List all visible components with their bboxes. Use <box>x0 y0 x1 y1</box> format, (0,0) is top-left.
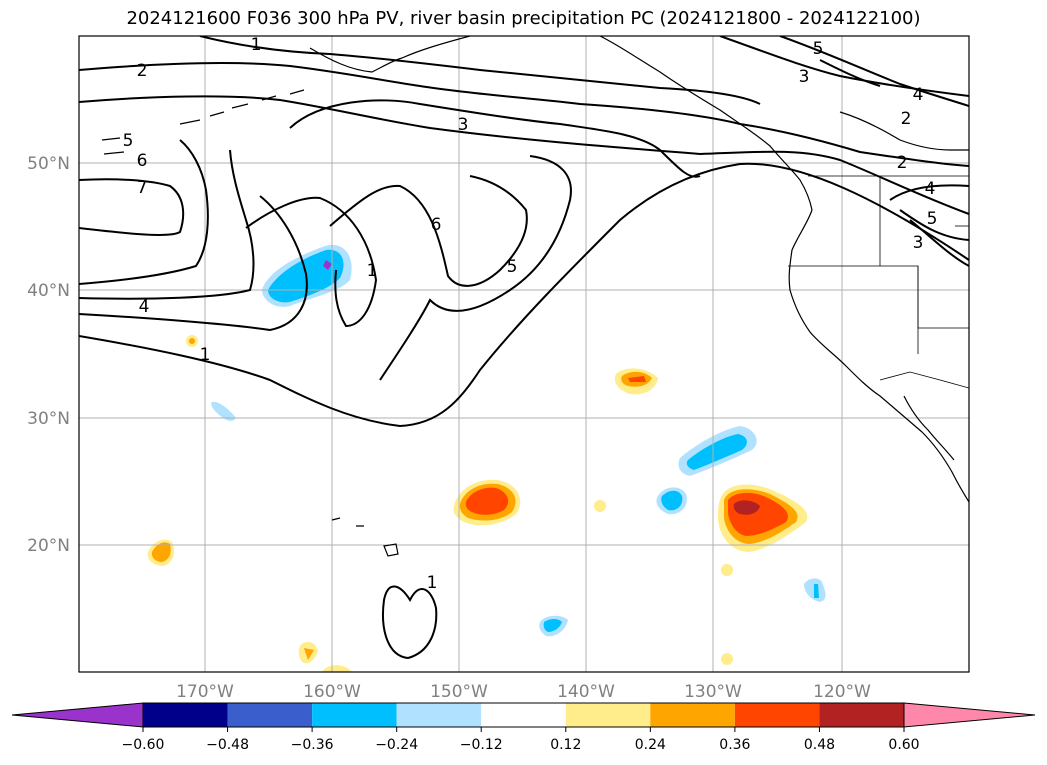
colorbar-tick-label: 0.12 <box>550 737 581 753</box>
lat-label: 50°N <box>27 154 70 174</box>
contour-label: 3 <box>458 115 469 135</box>
contour-label: 2 <box>901 109 912 129</box>
colorbar-segment <box>396 703 482 727</box>
lon-label: 140°W <box>557 682 615 702</box>
colorbar-tick-label: −0.12 <box>460 737 503 753</box>
contour-labels: 1 2 5 6 7 3 6 5 1 4 1 5 3 4 2 2 4 5 3 1 <box>123 35 938 593</box>
neg-anomaly-peak <box>323 260 332 270</box>
colorbar-segment <box>734 703 820 727</box>
pos-anomaly-blob <box>322 665 352 672</box>
colorbar-tick-label: 0.60 <box>888 737 919 753</box>
colorbar-tick-label: −0.24 <box>375 737 418 753</box>
contour-label: 1 <box>367 261 378 281</box>
neg-anomaly-core <box>686 434 747 470</box>
coastline <box>101 36 969 557</box>
colorbar-segment <box>143 703 228 727</box>
contour-label: 5 <box>813 39 824 59</box>
contour-label: 3 <box>799 67 810 87</box>
lon-label: 160°W <box>303 682 361 702</box>
pos-anomaly-dot <box>721 653 733 665</box>
colorbar-tick-label: −0.60 <box>122 737 165 753</box>
pos-anomaly-dot <box>721 564 733 576</box>
contour-label: 4 <box>925 179 936 199</box>
contour-label: 6 <box>431 215 442 235</box>
map-title: 2024121600 F036 300 hPa PV, river basin … <box>126 8 921 29</box>
pos-anomaly-peak <box>628 376 646 382</box>
pos-anomaly-core <box>304 648 314 660</box>
longitude-labels: 170°W 160°W 150°W 140°W 130°W 120°W <box>176 682 871 702</box>
contour-label: 4 <box>139 297 150 317</box>
colorbar-tick-label: 0.48 <box>804 737 835 753</box>
contour-label: 4 <box>913 85 924 105</box>
pv-contours <box>79 36 969 660</box>
lon-label: 130°W <box>684 682 742 702</box>
pos-anomaly-dot <box>189 338 195 344</box>
colorbar-segment <box>650 703 735 727</box>
precip-shading <box>147 244 826 672</box>
contour-label: 5 <box>927 209 938 229</box>
graticule <box>79 36 969 672</box>
contour-label: 1 <box>251 35 262 55</box>
contour-label: 2 <box>137 61 148 81</box>
map-background <box>79 36 969 672</box>
neg-anomaly-core <box>661 490 683 511</box>
neg-anomaly-blob <box>211 401 236 421</box>
colorbar-tick-label: −0.48 <box>206 737 249 753</box>
colorbar-segment <box>312 703 397 727</box>
map-frame <box>78 35 970 673</box>
lat-label: 20°N <box>27 536 70 556</box>
pos-anomaly-max <box>733 500 760 515</box>
colorbar-tick-label: 0.24 <box>635 737 666 753</box>
state-borders <box>788 175 969 389</box>
lon-label: 150°W <box>430 682 488 702</box>
colorbar: −0.60 −0.48 −0.36 −0.24 −0.12 0.12 0.24 0.36 0.4… <box>11 702 1036 753</box>
pos-anomaly-dot <box>594 500 606 512</box>
pos-anomaly-peak <box>465 487 509 515</box>
colorbar-extend-high <box>903 702 1036 728</box>
contour-label: 5 <box>507 257 518 277</box>
colorbar-frame <box>142 702 905 728</box>
colorbar-segment <box>227 703 313 727</box>
contour-label: 3 <box>913 233 924 253</box>
latitude-labels: 50°N 40°N 30°N 20°N <box>27 154 70 556</box>
colorbar-tick-label: −0.36 <box>291 737 334 753</box>
lon-label: 120°W <box>813 682 871 702</box>
lon-label: 170°W <box>176 682 234 702</box>
colorbar-segment <box>481 703 566 727</box>
colorbar-extend-low <box>11 702 144 728</box>
colorbar-tick-label: 0.36 <box>719 737 750 753</box>
neg-anomaly-core <box>543 619 562 632</box>
contour-label: 2 <box>897 153 908 173</box>
contour-label: 7 <box>137 178 148 198</box>
lat-label: 30°N <box>27 409 70 429</box>
neg-anomaly-core <box>814 584 819 598</box>
colorbar-segment <box>819 703 904 727</box>
pos-anomaly-core <box>151 542 171 562</box>
lat-label: 40°N <box>27 281 70 301</box>
contour-label: 1 <box>200 345 211 365</box>
contour-label: 1 <box>427 573 438 593</box>
contour-label: 5 <box>123 131 134 151</box>
contour-label: 6 <box>137 151 148 171</box>
colorbar-segment <box>565 703 651 727</box>
